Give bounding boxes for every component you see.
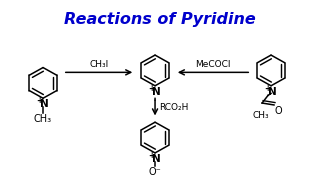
Text: +: + [148, 151, 154, 160]
Text: CH₃: CH₃ [253, 111, 269, 120]
Text: N: N [152, 154, 160, 164]
Text: N: N [40, 99, 48, 109]
Text: +: + [36, 96, 42, 105]
Text: O: O [275, 106, 283, 116]
Text: Reactions of Pyridine: Reactions of Pyridine [64, 12, 256, 27]
Text: RCO₂H: RCO₂H [159, 103, 188, 112]
Text: N: N [268, 87, 276, 97]
Text: O⁻: O⁻ [149, 167, 161, 177]
Text: MeCOCl: MeCOCl [195, 60, 231, 69]
Text: N: N [152, 87, 160, 97]
Text: CH₃I: CH₃I [89, 60, 109, 69]
Text: CH₃: CH₃ [34, 114, 52, 124]
Text: +: + [148, 84, 154, 93]
Text: +: + [264, 84, 270, 93]
